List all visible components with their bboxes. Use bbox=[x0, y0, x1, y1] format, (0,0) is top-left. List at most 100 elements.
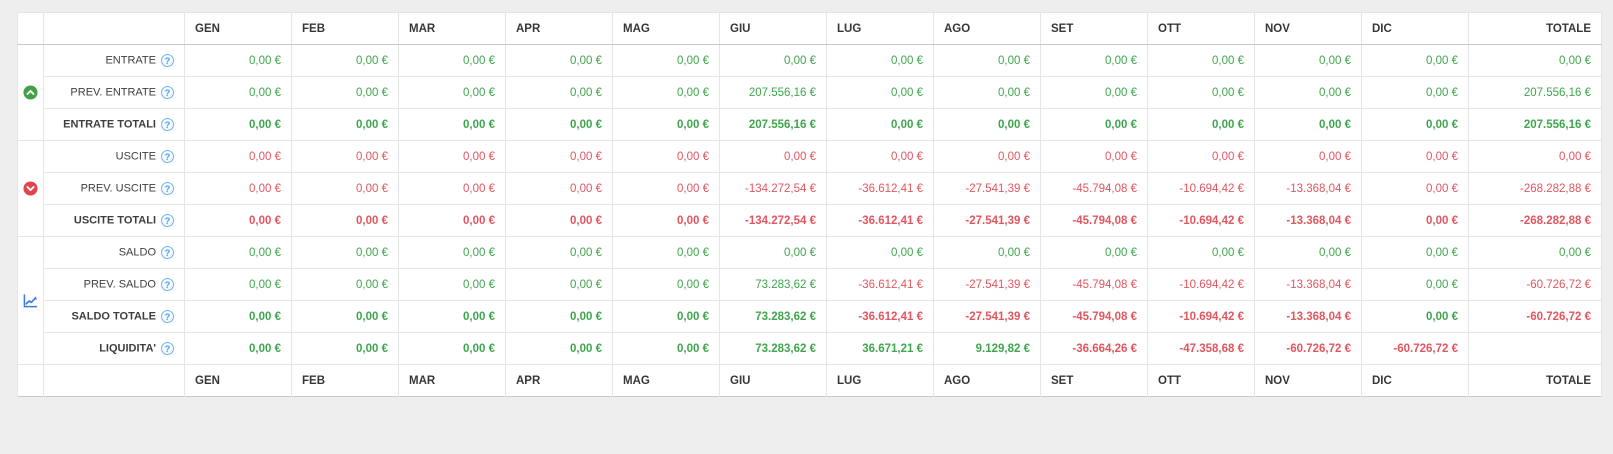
value-cell: -45.794,08 € bbox=[1040, 300, 1148, 333]
value-cell: 36.671,21 € bbox=[826, 332, 934, 365]
value-cell: 0,00 € bbox=[1254, 44, 1362, 77]
value-cell: 0,00 € bbox=[1254, 140, 1362, 173]
value-cell: 0,00 € bbox=[398, 76, 506, 109]
header-icon-col-spacer bbox=[17, 12, 44, 45]
value-cell: 0,00 € bbox=[1040, 236, 1148, 269]
value-cell: 0,00 € bbox=[398, 44, 506, 77]
value-cell: 0,00 € bbox=[398, 268, 506, 301]
value-cell: 0,00 € bbox=[612, 140, 720, 173]
table-footer-row: GEN FEB MAR APR MAG GIU LUG AGO SET OTT NOV DIC TOTA… bbox=[17, 364, 1602, 397]
footer-month-apr: APR bbox=[505, 364, 613, 397]
value-cell: 0,00 € bbox=[719, 44, 827, 77]
footer-month-mag: MAG bbox=[612, 364, 720, 397]
help-icon[interactable]: ? bbox=[161, 54, 174, 67]
value-cell: -60.726,72 € bbox=[1254, 332, 1362, 365]
value-cell: 0,00 € bbox=[291, 76, 399, 109]
value-cell: 0,00 € bbox=[612, 236, 720, 269]
value-cell: 0,00 € bbox=[612, 44, 720, 77]
value-cell: -36.612,41 € bbox=[826, 268, 934, 301]
row-label: PREV. USCITE? bbox=[43, 172, 185, 205]
value-cell: 0,00 € bbox=[1040, 140, 1148, 173]
value-cell: 0,00 € bbox=[398, 236, 506, 269]
value-cell: 0,00 € bbox=[505, 300, 613, 333]
value-cell: 0,00 € bbox=[1361, 140, 1469, 173]
value-cell: 207.556,16 € bbox=[1468, 108, 1602, 141]
value-cell: 0,00 € bbox=[1468, 236, 1602, 269]
help-icon[interactable]: ? bbox=[161, 246, 174, 259]
value-cell: 0,00 € bbox=[184, 204, 292, 237]
value-cell: 0,00 € bbox=[505, 236, 613, 269]
value-cell: 0,00 € bbox=[719, 236, 827, 269]
value-cell: 0,00 € bbox=[826, 140, 934, 173]
value-cell: 207.556,16 € bbox=[719, 76, 827, 109]
value-cell: 0,00 € bbox=[291, 268, 399, 301]
value-cell: 0,00 € bbox=[184, 76, 292, 109]
value-cell: -47.358,68 € bbox=[1147, 332, 1255, 365]
value-cell: 207.556,16 € bbox=[1468, 76, 1602, 109]
value-cell: 0,00 € bbox=[1361, 76, 1469, 109]
footer-month-nov: NOV bbox=[1254, 364, 1362, 397]
value-cell: 0,00 € bbox=[612, 268, 720, 301]
value-cell: 0,00 € bbox=[184, 140, 292, 173]
value-cell: 0,00 € bbox=[291, 140, 399, 173]
footer-month-ott: OTT bbox=[1147, 364, 1255, 397]
help-icon[interactable]: ? bbox=[161, 182, 174, 195]
header-month-set: SET bbox=[1040, 12, 1148, 45]
value-cell: 0,00 € bbox=[826, 44, 934, 77]
value-cell: 0,00 € bbox=[933, 44, 1041, 77]
table-row-uscite-totali: USCITE TOTALI? 0,00 €0,00 €0,00 €0,00 €0,… bbox=[18, 204, 1602, 237]
header-month-gen: GEN bbox=[184, 12, 292, 45]
value-cell: 0,00 € bbox=[1254, 236, 1362, 269]
value-cell: -60.726,72 € bbox=[1468, 268, 1602, 301]
footer-month-giu: GIU bbox=[719, 364, 827, 397]
table-row-prev-uscite: PREV. USCITE? 0,00 €0,00 €0,00 €0,00 €0,0… bbox=[18, 172, 1602, 205]
value-cell: -36.664,26 € bbox=[1040, 332, 1148, 365]
value-cell: 0,00 € bbox=[1361, 204, 1469, 237]
value-cell: 0,00 € bbox=[291, 172, 399, 205]
value-cell: 0,00 € bbox=[1147, 140, 1255, 173]
help-icon[interactable]: ? bbox=[161, 214, 174, 227]
value-cell: -36.612,41 € bbox=[826, 172, 934, 205]
table-header-row: GEN FEB MAR APR MAG GIU LUG AGO SET OTT NOV DIC TOTA… bbox=[17, 12, 1602, 45]
cashflow-table-container: GEN FEB MAR APR MAG GIU LUG AGO SET OTT NOV DIC TOTA… bbox=[17, 12, 1602, 397]
value-cell: -10.694,42 € bbox=[1147, 172, 1255, 205]
value-cell: 0,00 € bbox=[184, 172, 292, 205]
value-cell: -10.694,42 € bbox=[1147, 204, 1255, 237]
value-cell: 9.129,82 € bbox=[933, 332, 1041, 365]
value-cell: -27.541,39 € bbox=[933, 172, 1041, 205]
value-cell: 73.283,62 € bbox=[719, 300, 827, 333]
help-icon[interactable]: ? bbox=[161, 310, 174, 323]
group-icon-cell bbox=[17, 236, 44, 365]
help-icon[interactable]: ? bbox=[161, 278, 174, 291]
value-cell: 73.283,62 € bbox=[719, 332, 827, 365]
value-cell: 0,00 € bbox=[1147, 44, 1255, 77]
value-cell: 0,00 € bbox=[826, 108, 934, 141]
value-cell: 0,00 € bbox=[1468, 140, 1602, 173]
row-label: SALDO? bbox=[43, 236, 185, 269]
value-cell: 0,00 € bbox=[612, 76, 720, 109]
row-label: LIQUIDITA'? bbox=[43, 332, 185, 365]
value-cell: -268.282,88 € bbox=[1468, 172, 1602, 205]
value-cell: 0,00 € bbox=[184, 268, 292, 301]
value-cell: 0,00 € bbox=[1040, 44, 1148, 77]
footer-month-dic: DIC bbox=[1361, 364, 1469, 397]
value-cell: -45.794,08 € bbox=[1040, 172, 1148, 205]
help-icon[interactable]: ? bbox=[161, 150, 174, 163]
value-cell: 0,00 € bbox=[505, 108, 613, 141]
help-icon[interactable]: ? bbox=[161, 86, 174, 99]
line-chart-icon[interactable] bbox=[23, 293, 38, 308]
table-row-saldo-totale: SALDO TOTALE? 0,00 €0,00 €0,00 €0,00 €0,0… bbox=[18, 300, 1602, 333]
row-label: PREV. SALDO? bbox=[43, 268, 185, 301]
value-cell: 0,00 € bbox=[505, 140, 613, 173]
value-cell: 0,00 € bbox=[398, 332, 506, 365]
header-month-feb: FEB bbox=[291, 12, 399, 45]
value-cell: 0,00 € bbox=[612, 108, 720, 141]
footer-month-lug: LUG bbox=[826, 364, 934, 397]
value-cell: -13.368,04 € bbox=[1254, 268, 1362, 301]
footer-month-ago: AGO bbox=[933, 364, 1041, 397]
value-cell: 0,00 € bbox=[826, 76, 934, 109]
footer-icon-col-spacer bbox=[17, 364, 44, 397]
help-icon[interactable]: ? bbox=[161, 118, 174, 131]
header-month-giu: GIU bbox=[719, 12, 827, 45]
help-icon[interactable]: ? bbox=[161, 342, 174, 355]
